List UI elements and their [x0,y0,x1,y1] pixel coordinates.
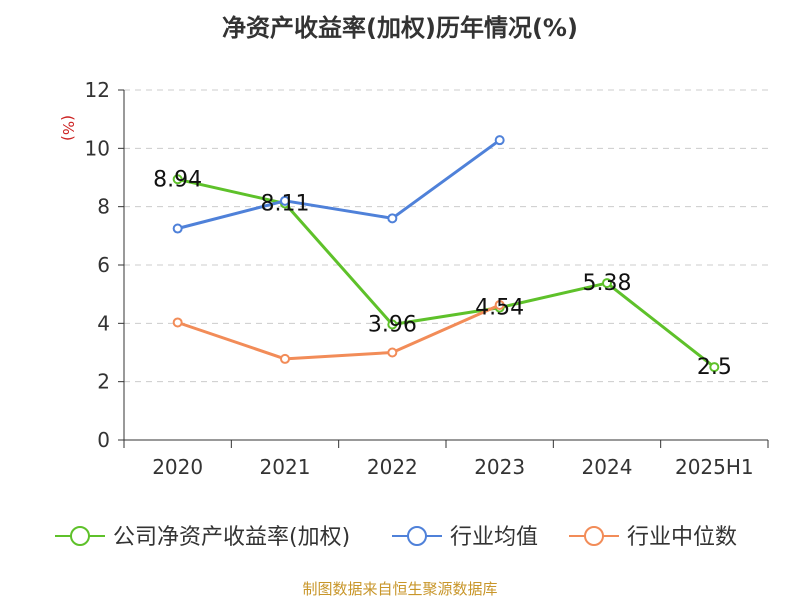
data-point[interactable] [387,213,398,224]
legend-label-1[interactable]: 行业均值 [450,525,538,550]
data-label: 3.96 [368,313,417,338]
data-label: 8.11 [261,191,310,216]
data-label: 5.38 [583,271,632,296]
source-note: 制图数据来自恒生聚源数据库 [302,580,498,598]
legend-marker-1[interactable] [407,526,427,546]
data-label: 8.94 [153,167,202,192]
x-tick-label: 2020 [152,455,203,479]
data-labels: 8.94 8.11 3.96 4.54 5.38 2.5 [153,167,732,380]
x-tick-label: 2023 [474,455,525,479]
data-point[interactable] [387,347,398,358]
gridlines [124,89,768,383]
y-tick-label: 0 [97,428,110,452]
data-point[interactable] [172,174,183,185]
y-tick-label: 12 [85,78,110,102]
y-tick-label: 6 [97,253,110,277]
legend[interactable]: 公司净资产收益率(加权) 行业均值 行业中位数 [55,525,737,550]
data-point[interactable] [602,278,612,289]
data-point[interactable] [172,223,183,234]
x-tick-label: 2022 [367,455,418,479]
series-lines [172,135,720,373]
data-point[interactable] [494,135,505,146]
data-point[interactable] [172,317,183,328]
x-tick-label: 2025H1 [675,455,754,479]
legend-marker-0[interactable] [70,526,90,546]
chart-title: 净资产收益率(加权)历年情况(%) [222,14,578,42]
legend-label-2[interactable]: 行业中位数 [627,525,737,550]
data-point[interactable] [494,299,505,310]
y-tick-label: 2 [97,370,110,394]
series-line-1 [177,138,501,230]
x-tick-label: 2024 [582,455,633,479]
data-point[interactable] [709,362,720,373]
data-label: 4.54 [475,296,524,321]
axes: 0 2 4 6 8 10 12 (%) 2020 2021 2022 2023 2024 2025H1 [59,78,769,479]
series-line-0 [177,177,716,369]
series-line-2 [177,303,501,361]
legend-marker-2[interactable] [584,526,604,546]
y-tick-label: 10 [85,136,110,160]
x-tick-label: 2021 [260,455,311,479]
data-label: 2.5 [697,355,732,380]
data-point[interactable] [280,353,290,364]
data-point[interactable] [387,319,398,330]
y-tick-label: 4 [97,311,110,335]
data-point[interactable] [280,195,290,206]
legend-label-0[interactable]: 公司净资产收益率(加权) [113,525,350,550]
y-axis-label: (%) [59,115,77,141]
y-tick-label: 8 [97,195,110,219]
